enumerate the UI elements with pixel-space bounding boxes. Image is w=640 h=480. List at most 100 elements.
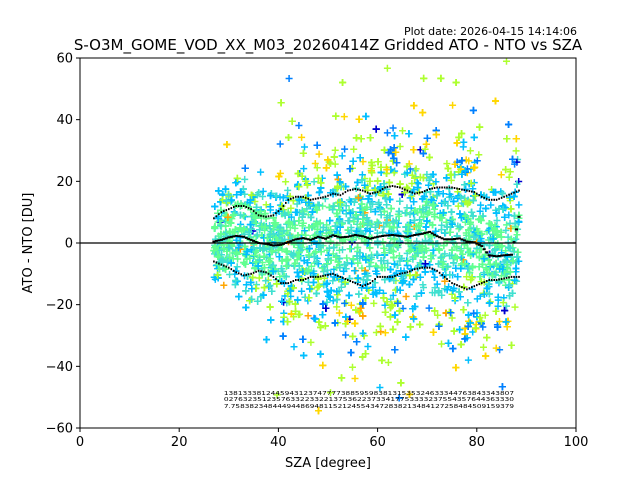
scatter-point <box>407 265 415 273</box>
scatter-point <box>448 290 456 298</box>
scatter-point <box>294 170 302 178</box>
scatter-point <box>480 241 488 249</box>
scatter-point <box>420 213 427 221</box>
scatter-point <box>376 322 384 330</box>
scatter-point <box>368 159 375 166</box>
scatter-point <box>458 130 466 137</box>
scatter-point <box>468 208 476 216</box>
scatter-point <box>480 255 488 263</box>
scatter-point <box>295 183 303 191</box>
scatter-point <box>464 244 472 252</box>
scatter-point <box>410 315 418 323</box>
scatter-point <box>352 134 360 142</box>
scatter-point <box>242 281 250 289</box>
scatter-point <box>392 269 400 277</box>
scatter-point <box>440 199 448 207</box>
scatter-point <box>266 303 274 311</box>
scatter-point <box>426 153 433 161</box>
scatter-point <box>282 273 290 281</box>
scatter-point <box>492 188 499 196</box>
scatter-point <box>485 290 493 298</box>
scatter-point <box>333 288 341 295</box>
scatter-point <box>403 183 411 191</box>
scatter-point <box>383 166 391 174</box>
scatter-point <box>333 210 341 217</box>
scatter-point <box>466 231 474 239</box>
scatter-point <box>456 210 464 218</box>
scatter-point <box>511 303 519 311</box>
scatter-point <box>332 253 340 261</box>
scatter-point <box>384 259 392 267</box>
scatter-point <box>222 197 230 205</box>
scatter-point <box>295 262 303 270</box>
scatter-point <box>434 311 442 319</box>
scatter-point <box>266 222 274 230</box>
scatter-point <box>358 200 366 208</box>
scatter-point <box>476 207 484 215</box>
scatter-point <box>481 311 489 319</box>
scatter-point <box>244 272 251 280</box>
scatter-point <box>465 311 472 319</box>
scatter-point <box>366 199 374 207</box>
scatter-point <box>324 288 331 296</box>
scatter-point <box>331 146 339 154</box>
scatter-point <box>469 328 477 336</box>
scatter-point <box>356 249 364 257</box>
scatter-point <box>512 147 520 155</box>
scatter-point <box>513 180 521 188</box>
scatter-point <box>370 299 378 307</box>
scatter-point <box>363 221 371 229</box>
scatter-point <box>329 202 337 210</box>
scatter-point <box>302 231 310 239</box>
scatter-point <box>303 259 311 267</box>
scatter-point <box>454 202 462 210</box>
scatter-point <box>234 200 242 208</box>
scatter-point <box>342 210 350 218</box>
scatter-point <box>317 179 325 187</box>
scatter-point <box>232 179 240 187</box>
scatter-point <box>482 352 490 360</box>
scatter-point <box>321 322 329 330</box>
scatter-point <box>443 286 451 294</box>
scatter-point <box>496 346 504 354</box>
scatter-point <box>260 252 268 260</box>
scatter-point <box>235 244 243 252</box>
scatter-point <box>241 164 249 172</box>
scatter-point <box>498 190 506 197</box>
scatter-point <box>417 289 425 297</box>
scatter-point <box>486 298 494 306</box>
scatter-point <box>341 145 349 153</box>
scatter-point <box>338 374 346 382</box>
scatter-point <box>470 133 478 141</box>
scatter-point <box>445 185 453 193</box>
scatter-point <box>451 253 459 261</box>
scatter-point <box>296 310 303 318</box>
scatter-point <box>459 250 466 258</box>
scatter-point <box>457 265 465 272</box>
scatter-point <box>380 294 388 302</box>
scatter-point <box>295 122 303 129</box>
scatter-point <box>374 200 382 208</box>
scatter-point <box>439 190 447 198</box>
scatter-point <box>310 278 318 286</box>
scatter-point <box>410 216 418 224</box>
scatter-point <box>351 375 359 382</box>
scatter-point <box>335 255 343 262</box>
scatter-point <box>497 171 505 179</box>
scatter-point <box>389 291 397 299</box>
scatter-point <box>364 343 372 350</box>
scatter-point <box>211 203 219 210</box>
scatter-point <box>425 304 433 312</box>
scatter-point <box>350 218 358 225</box>
scatter-point <box>342 202 350 210</box>
scatter-point <box>342 313 350 321</box>
scatter-point <box>478 230 486 238</box>
scatter-point <box>211 223 219 231</box>
scatter-point <box>386 196 394 203</box>
scatter-point <box>456 293 464 301</box>
scatter-point <box>403 169 411 177</box>
scatter-point <box>276 169 284 177</box>
scatter-point <box>311 160 319 167</box>
scatter-point <box>301 143 308 151</box>
scatter-point <box>359 158 367 166</box>
